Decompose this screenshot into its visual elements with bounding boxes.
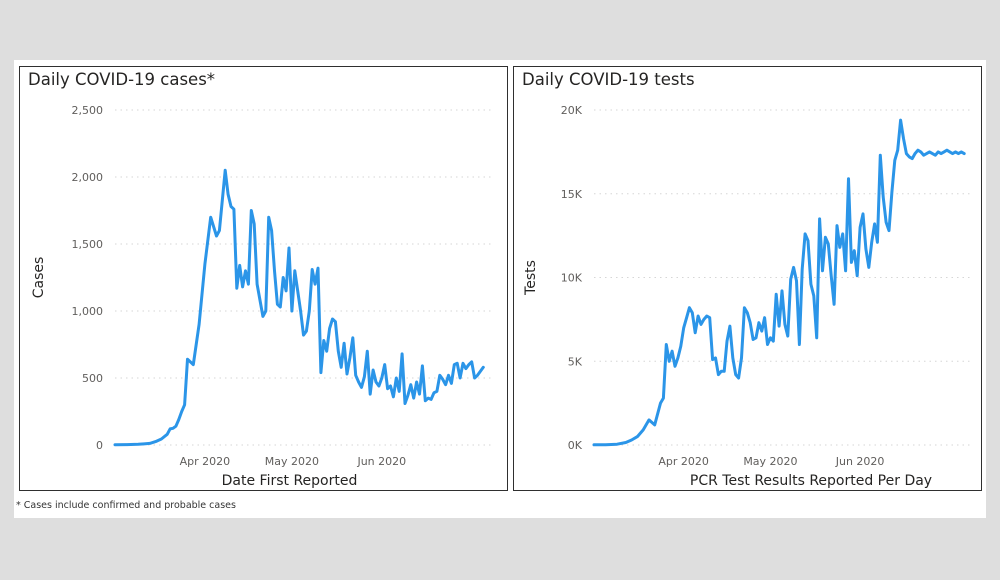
y-tick-label: 1,500 [72,238,104,251]
y-axis-title: Tests [523,260,539,296]
cases-line-chart: 0 500 1,000 1,500 2,000 2,500 Apr 2020 May 2020… [31,104,492,489]
x-tick-label: Jun 2020 [356,455,406,468]
x-tick-label: May 2020 [743,455,797,468]
y-tick-label: 1,000 [72,305,104,318]
y-tick-label: 0 [96,439,103,452]
cases-chart-panel[interactable]: Daily COVID-19 cases* 0 500 1,000 1,500 2,00… [19,66,508,491]
footnote: * Cases include confirmed and probable c… [16,500,236,511]
x-tick-label: Jun 2020 [835,455,885,468]
x-tick-label: Apr 2020 [180,455,231,468]
dashboard-sheet: Daily COVID-19 cases* 0 500 1,000 1,500 2,00… [14,60,986,518]
y-axis-title: Cases [31,257,47,299]
series-line [592,118,966,447]
x-axis-title: Date First Reported [222,473,358,489]
series-line [113,168,485,447]
y-tick-label: 500 [82,372,103,385]
x-axis-title: PCR Test Results Reported Per Day [690,473,932,489]
y-tick-label: 2,000 [72,171,104,184]
tests-chart-title: Daily COVID-19 tests [522,70,695,89]
x-tick-label: Apr 2020 [658,455,709,468]
y-tick-label: 2,500 [72,104,104,117]
y-tick-label: 5K [568,355,583,368]
y-tick-label: 20K [561,104,583,117]
y-tick-label: 0K [568,439,583,452]
x-tick-label: May 2020 [265,455,319,468]
y-tick-label: 15K [561,188,583,201]
tests-chart-panel[interactable]: Daily COVID-19 tests 0K 5K 10K 15K 20K Apr 20… [513,66,982,491]
tests-line-chart: 0K 5K 10K 15K 20K Apr 2020 May 2020 Jun 2020 PCR… [523,104,970,489]
cases-chart-title: Daily COVID-19 cases* [28,70,216,89]
y-tick-label: 10K [561,272,583,285]
